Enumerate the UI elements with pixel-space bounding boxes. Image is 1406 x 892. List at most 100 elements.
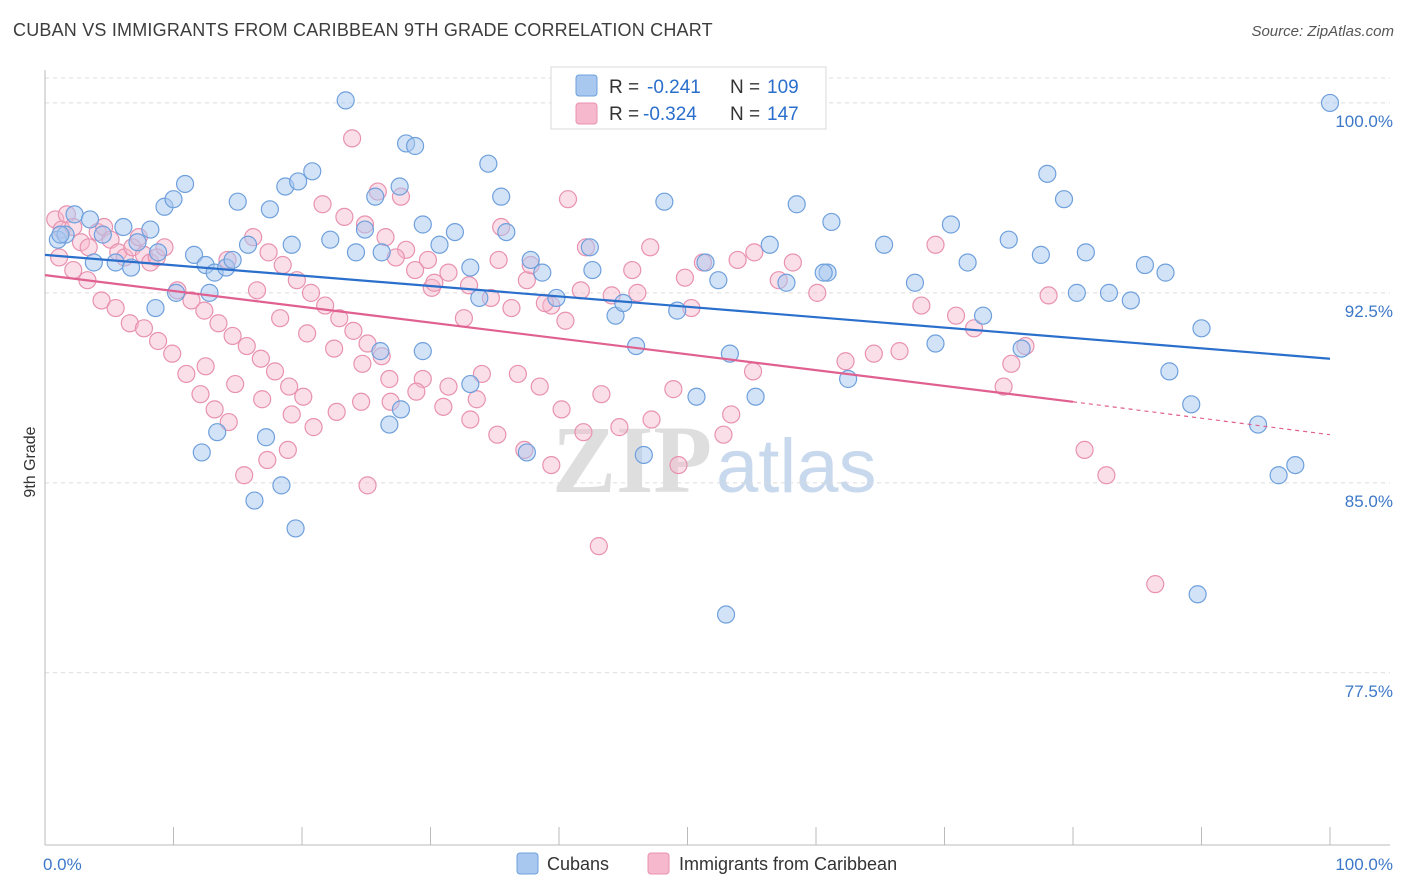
cuban-point xyxy=(479,154,498,173)
caribbean-point xyxy=(1097,466,1116,485)
caribbean-point xyxy=(912,296,931,315)
cuban-point xyxy=(208,423,227,442)
cuban-point xyxy=(282,235,301,254)
cuban-point xyxy=(814,263,833,282)
caribbean-point xyxy=(439,263,458,282)
caribbean-point xyxy=(489,250,508,270)
x-tick-label-end: 100.0% xyxy=(1335,855,1393,874)
caribbean-point xyxy=(434,397,453,416)
cuban-point xyxy=(655,192,674,211)
cuban-point xyxy=(200,283,219,302)
cuban-point xyxy=(461,258,480,277)
caribbean-point xyxy=(556,311,575,330)
cuban-point xyxy=(93,225,112,244)
caribbean-point xyxy=(191,385,210,404)
watermark-zip: ZIP xyxy=(552,406,712,513)
caribbean-point xyxy=(330,309,349,328)
cuban-point xyxy=(1012,339,1031,358)
source-label: Source: ZipAtlas.com xyxy=(1251,23,1394,40)
cuban-point xyxy=(905,273,925,292)
caribbean-point xyxy=(195,301,214,320)
caribbean-point xyxy=(280,377,299,396)
caribbean-point xyxy=(358,476,377,495)
cuban-point xyxy=(355,220,375,239)
cuban-point xyxy=(114,217,133,237)
caribbean-point xyxy=(396,240,416,259)
caribbean-point xyxy=(714,425,733,444)
cuban-point xyxy=(413,342,432,361)
cuban-point xyxy=(346,243,366,262)
caribbean-point xyxy=(864,344,883,363)
cuban-point xyxy=(303,162,322,181)
caribbean-point xyxy=(273,255,292,275)
x-tick-label-start: 0.0% xyxy=(43,855,82,874)
caribbean-point xyxy=(517,271,536,290)
caribbean-point xyxy=(418,250,438,270)
cuban-point xyxy=(583,260,602,280)
caribbean-point xyxy=(343,129,362,148)
cuban-point xyxy=(245,491,264,510)
caribbean-point xyxy=(223,326,242,346)
cuban-point xyxy=(128,233,147,252)
caribbean-point xyxy=(610,418,629,437)
caribbean-point xyxy=(623,260,642,280)
caribbean-trend-line xyxy=(44,274,1074,403)
caribbean-point xyxy=(574,423,593,442)
caribbean-point xyxy=(226,374,245,394)
caribbean-point xyxy=(472,364,491,384)
cuban-point xyxy=(228,192,247,211)
caribbean-point xyxy=(79,238,98,257)
cuban-point xyxy=(709,271,728,290)
caribbean-point xyxy=(508,364,527,384)
caribbean-point xyxy=(552,400,571,419)
cuban-point xyxy=(1156,263,1175,282)
caribbean-point xyxy=(205,400,224,419)
caribbean-point xyxy=(163,344,182,363)
caribbean-point xyxy=(467,390,486,409)
chart-title: CUBAN VS IMMIGRANTS FROM CARIBBEAN 9TH G… xyxy=(13,20,713,40)
caribbean-point xyxy=(642,410,661,429)
caribbean-point xyxy=(380,369,399,389)
cuban-point xyxy=(372,243,391,262)
caribbean-point xyxy=(745,243,764,262)
caribbean-point xyxy=(335,207,354,226)
cuban-point xyxy=(148,243,168,262)
caribbean-point xyxy=(120,314,139,333)
cuban-point xyxy=(390,177,409,196)
cuban-point xyxy=(289,172,308,191)
bottom-legend-swatch-caribbean xyxy=(647,852,670,875)
cuban-point xyxy=(80,210,100,229)
cuban-point xyxy=(822,212,841,232)
cuban-point xyxy=(1286,455,1305,475)
cuban-point xyxy=(413,215,432,234)
caribbean-point xyxy=(304,418,323,437)
caribbean-point xyxy=(134,319,154,338)
caribbean-point xyxy=(783,253,802,272)
legend-n-value-1: 109 xyxy=(767,77,799,98)
cuban-point xyxy=(256,428,276,447)
caribbean-point xyxy=(92,291,111,310)
y-axis-title: 9th Grade xyxy=(22,426,39,497)
cuban-point xyxy=(716,605,736,624)
bottom-legend: Cubans Immigrants from Caribbean xyxy=(516,852,897,875)
caribbean-point xyxy=(1075,440,1094,460)
caribbean-point xyxy=(209,314,228,333)
cuban-point xyxy=(461,374,480,394)
trend-lines xyxy=(44,253,1331,436)
cuban-point xyxy=(687,387,706,406)
cuban-point xyxy=(999,230,1018,249)
cuban-point xyxy=(336,91,355,110)
caribbean-point xyxy=(994,377,1013,396)
cuban-point xyxy=(106,253,125,272)
cuban-point xyxy=(941,215,961,234)
caribbean-point xyxy=(327,402,346,422)
caribbean-point xyxy=(1039,286,1058,305)
cuban-point xyxy=(470,288,489,308)
cuban-point xyxy=(51,225,70,244)
caribbean-point xyxy=(589,537,608,556)
y-tick-label: 85.0% xyxy=(1345,492,1393,511)
caribbean-point xyxy=(743,362,763,381)
cuban-point xyxy=(1135,255,1155,275)
bottom-legend-swatch-cubans xyxy=(516,852,539,875)
cuban-point xyxy=(634,445,653,465)
